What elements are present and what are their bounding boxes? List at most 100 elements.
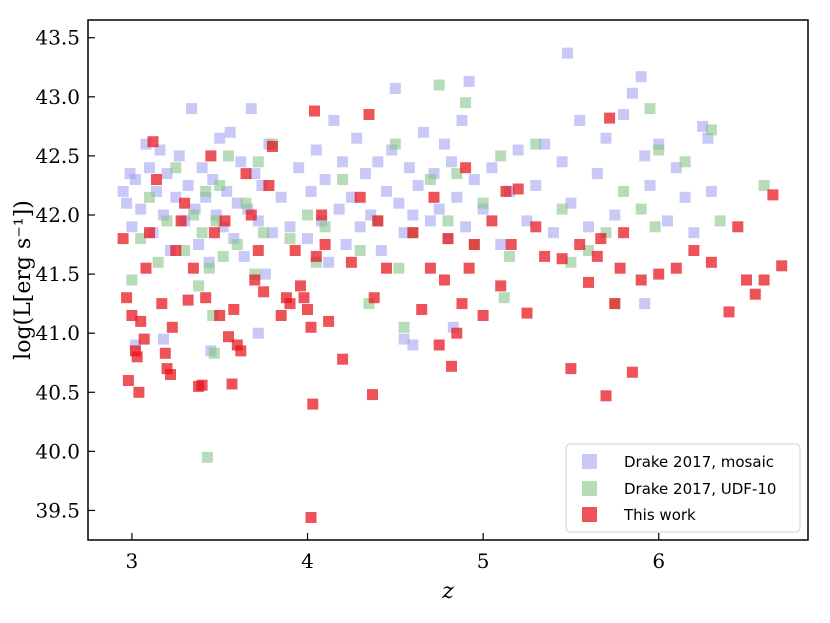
data-point-series-0-55: [345, 191, 357, 203]
data-point-series-0-66: [398, 227, 410, 239]
data-point-series-0-24: [207, 174, 219, 185]
data-point-series-0-39: [259, 268, 271, 280]
data-point-series-1-47: [565, 256, 577, 268]
data-point-series-2-43: [280, 292, 292, 304]
data-point-series-1-61: [208, 347, 220, 359]
data-point-series-0-63: [386, 144, 398, 156]
data-point-series-2-74: [456, 298, 468, 310]
data-point-series-0-117: [407, 339, 419, 351]
data-point-series-1-9: [196, 227, 208, 239]
data-point-series-0-70: [417, 126, 429, 138]
data-point-series-0-115: [252, 327, 264, 339]
data-point-series-1-46: [556, 203, 568, 215]
data-point-series-0-73: [433, 203, 445, 215]
data-point-series-0-110: [705, 185, 717, 197]
data-point-series-0-11: [158, 209, 169, 221]
data-point-series-0-94: [574, 115, 586, 126]
data-point-series-2-106: [741, 274, 752, 286]
data-point-series-2-25: [200, 292, 212, 304]
data-point-series-1-31: [389, 138, 401, 150]
data-point-series-0-71: [424, 215, 436, 227]
data-point-series-0-112: [129, 339, 141, 351]
data-point-series-0-56: [351, 132, 363, 144]
data-point-series-0-98: [609, 209, 621, 221]
data-point-series-0-22: [200, 191, 212, 203]
data-point-series-1-44: [504, 250, 515, 262]
data-point-series-0-91: [556, 156, 568, 168]
data-point-series-2-102: [688, 245, 700, 256]
data-point-series-2-60: [368, 292, 380, 304]
data-point-series-0-53: [337, 156, 349, 168]
data-point-series-0-47: [310, 144, 322, 156]
data-point-series-0-4: [129, 174, 141, 185]
data-point-series-0-77: [451, 191, 463, 203]
data-point-series-2-73: [451, 327, 463, 339]
data-point-series-2-53: [316, 209, 328, 221]
data-point-series-2-95: [609, 298, 621, 310]
x-tick-label: 3: [126, 549, 139, 573]
data-point-series-2-104: [723, 306, 735, 318]
data-point-series-2-14: [159, 347, 171, 359]
data-point-series-0-84: [495, 239, 507, 250]
y-tick-label: 41.5: [35, 262, 80, 286]
data-point-series-2-44: [284, 298, 296, 310]
data-point-series-0-102: [639, 150, 651, 162]
data-point-series-0-14: [170, 191, 182, 203]
data-point-series-0-42: [275, 191, 287, 203]
data-point-series-0-80: [463, 76, 475, 87]
data-point-series-1-5: [170, 162, 182, 174]
data-point-series-2-7: [135, 315, 147, 327]
data-point-series-0-17: [182, 180, 194, 191]
data-point-series-2-56: [337, 353, 349, 365]
y-tick-label: 41.0: [35, 321, 80, 345]
data-point-series-2-52: [310, 250, 322, 262]
data-point-series-2-54: [319, 239, 331, 250]
data-point-series-0-49: [319, 174, 331, 185]
legend-box: [565, 443, 801, 533]
data-point-series-2-33: [231, 339, 243, 351]
data-point-series-2-37: [249, 274, 261, 286]
data-point-series-1-37: [442, 215, 454, 227]
data-point-series-1-21: [258, 227, 270, 239]
data-point-series-2-26: [205, 150, 217, 162]
data-point-series-1-49: [600, 227, 612, 239]
data-point-series-2-4: [129, 345, 141, 357]
data-point-series-2-67: [424, 262, 436, 274]
data-point-series-2-71: [442, 233, 454, 245]
data-point-series-2-38: [252, 245, 264, 256]
data-point-series-1-60: [201, 451, 213, 463]
data-point-series-0-107: [679, 191, 691, 203]
data-point-series-2-78: [477, 310, 489, 321]
data-point-series-0-30: [228, 233, 240, 245]
data-point-series-1-54: [649, 221, 661, 233]
data-point-series-2-55: [323, 315, 335, 327]
data-point-series-0-95: [583, 221, 594, 233]
data-point-series-2-30: [223, 331, 234, 343]
data-point-series-0-82: [477, 203, 489, 215]
data-point-series-0-9: [151, 185, 162, 197]
x-tick-label: 5: [477, 549, 490, 573]
data-point-series-1-35: [424, 174, 436, 185]
data-point-series-2-0: [117, 233, 129, 245]
y-tick-label: 43.5: [35, 26, 80, 50]
data-point-series-1-53: [644, 103, 656, 115]
data-point-series-1-51: [618, 185, 630, 197]
data-point-series-2-47: [298, 292, 310, 304]
data-point-series-2-24: [196, 379, 208, 391]
data-point-series-2-75: [460, 162, 472, 174]
data-point-series-0-46: [305, 185, 317, 197]
data-point-series-1-36: [433, 79, 445, 91]
data-point-series-2-93: [600, 390, 612, 402]
data-point-series-2-100: [653, 268, 665, 280]
data-point-series-0-21: [196, 162, 208, 174]
data-point-series-1-13: [210, 215, 222, 227]
data-point-series-0-57: [354, 221, 366, 233]
data-point-series-2-98: [626, 366, 638, 378]
legend-label-this-work: This work: [623, 506, 696, 524]
data-point-series-1-38: [451, 168, 463, 180]
data-point-series-0-25: [210, 209, 222, 221]
data-point-series-0-60: [372, 156, 384, 168]
data-point-series-0-34: [242, 203, 254, 215]
data-point-series-2-9: [140, 262, 152, 274]
